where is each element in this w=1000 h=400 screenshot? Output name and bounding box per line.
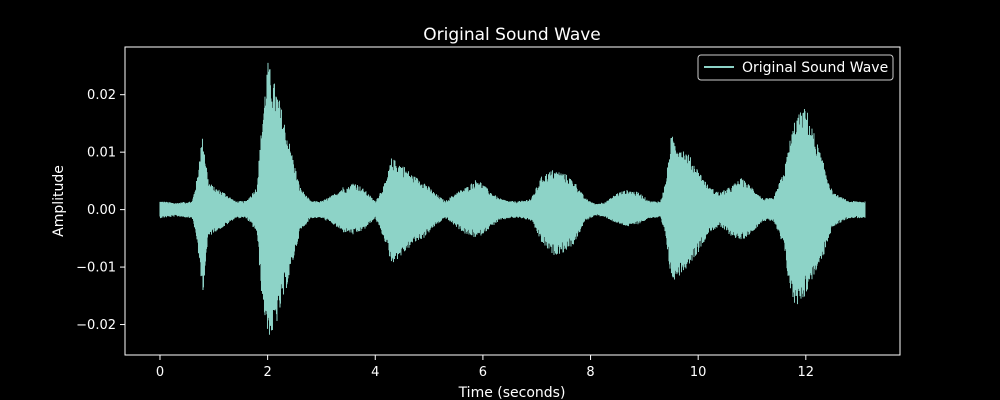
legend: Original Sound Wave bbox=[697, 54, 894, 81]
x-tick-label: 6 bbox=[479, 365, 487, 380]
plot-frame bbox=[124, 46, 901, 356]
y-axis: 0.02 0.01 0.00 −0.01 −0.02 bbox=[76, 88, 125, 333]
waveform-line bbox=[159, 62, 866, 335]
x-axis-label: Time (seconds) bbox=[458, 385, 566, 400]
chart-title: Original Sound Wave bbox=[423, 25, 601, 45]
y-axis-label: Amplitude bbox=[51, 165, 67, 237]
x-tick-label: 12 bbox=[798, 365, 815, 380]
legend-label: Original Sound Wave bbox=[742, 60, 888, 76]
x-tick-label: 8 bbox=[586, 365, 594, 380]
y-tick-label: 0.00 bbox=[87, 203, 116, 218]
x-axis: 0 2 4 6 8 10 12 bbox=[156, 355, 814, 380]
x-tick-label: 0 bbox=[156, 365, 164, 380]
x-tick-label: 10 bbox=[690, 365, 707, 380]
y-tick-label: 0.02 bbox=[87, 88, 116, 103]
y-tick-label: 0.01 bbox=[87, 146, 116, 161]
y-tick-label: −0.01 bbox=[76, 261, 116, 276]
y-tick-label: −0.02 bbox=[76, 318, 116, 333]
waveform-series bbox=[159, 62, 866, 335]
legend-box bbox=[697, 54, 894, 81]
x-tick-label: 4 bbox=[371, 365, 379, 380]
x-tick-label: 2 bbox=[263, 365, 271, 380]
